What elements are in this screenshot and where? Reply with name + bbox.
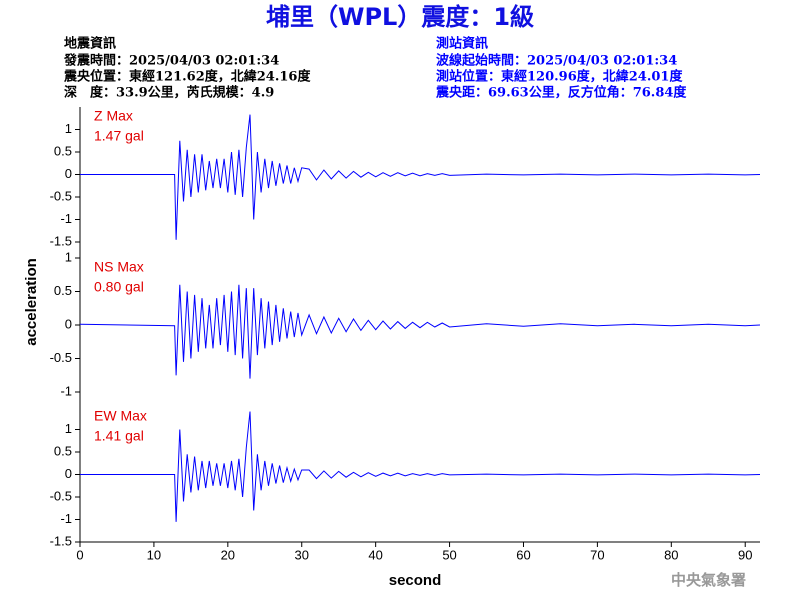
y-tick-label: 0 — [65, 316, 72, 331]
quake-info: 震央位置：東經121.62度，北緯24.16度 — [63, 69, 311, 85]
x-tick-label: 10 — [147, 547, 161, 562]
y-tick-label: -0.5 — [50, 188, 72, 203]
y-tick-label: 0.5 — [54, 283, 72, 298]
series-name: NS Max — [94, 259, 144, 275]
y-tick-label: -1 — [60, 383, 72, 398]
max-label: 1.41 gal — [94, 428, 144, 444]
x-tick-label: 20 — [221, 547, 235, 562]
y-tick-label: 0 — [65, 466, 72, 481]
y-tick-label: 0 — [65, 166, 72, 181]
station-info: 測站位置：東經120.96度，北緯24.01度 — [436, 69, 683, 85]
waveform — [80, 411, 761, 522]
max-label: 0.80 gal — [94, 279, 144, 295]
station-info: 波線起始時間：2025/04/03 02:01:34 — [436, 53, 677, 69]
y-tick-label: 1 — [65, 249, 72, 264]
y-tick-label: -0.5 — [50, 488, 72, 503]
y-tick-label: -1.5 — [50, 533, 72, 548]
series-name: Z Max — [94, 108, 133, 124]
y-tick-label: -1.5 — [50, 233, 72, 248]
y-tick-label: -1 — [60, 511, 72, 526]
page-title: 埔里（WPL）震度：1級 — [266, 3, 534, 31]
quake-info: 發震時間：2025/04/03 02:01:34 — [63, 53, 279, 69]
y-tick-label: -0.5 — [50, 350, 72, 365]
station-info: 測站資訊 — [436, 36, 488, 52]
x-tick-label: 0 — [76, 547, 83, 562]
x-tick-label: 40 — [368, 547, 382, 562]
quake-info: 地震資訊 — [64, 36, 116, 52]
waveform — [80, 114, 761, 240]
x-axis-label: second — [389, 572, 442, 589]
x-tick-label: 30 — [295, 547, 309, 562]
x-tick-label: 60 — [516, 547, 530, 562]
station-info: 震央距：69.63公里，反方位角：76.84度 — [435, 85, 687, 101]
y-tick-label: 0.5 — [54, 143, 72, 158]
waveform — [79, 284, 761, 379]
x-tick-label: 50 — [442, 547, 456, 562]
x-tick-label: 80 — [664, 547, 678, 562]
x-tick-label: 70 — [590, 547, 604, 562]
y-tick-label: 1 — [65, 421, 72, 436]
y-tick-label: -1 — [60, 211, 72, 226]
x-tick-label: 90 — [738, 547, 752, 562]
y-axis-label: acceleration — [23, 258, 40, 346]
quake-info: 深 度：33.9公里，芮氏規模：4.9 — [64, 85, 274, 101]
agency-footer: 中央氣象署 — [671, 571, 746, 589]
series-name: EW Max — [94, 408, 147, 424]
max-label: 1.47 gal — [94, 128, 144, 144]
y-tick-label: 0.5 — [54, 443, 72, 458]
y-tick-label: 1 — [65, 121, 72, 136]
